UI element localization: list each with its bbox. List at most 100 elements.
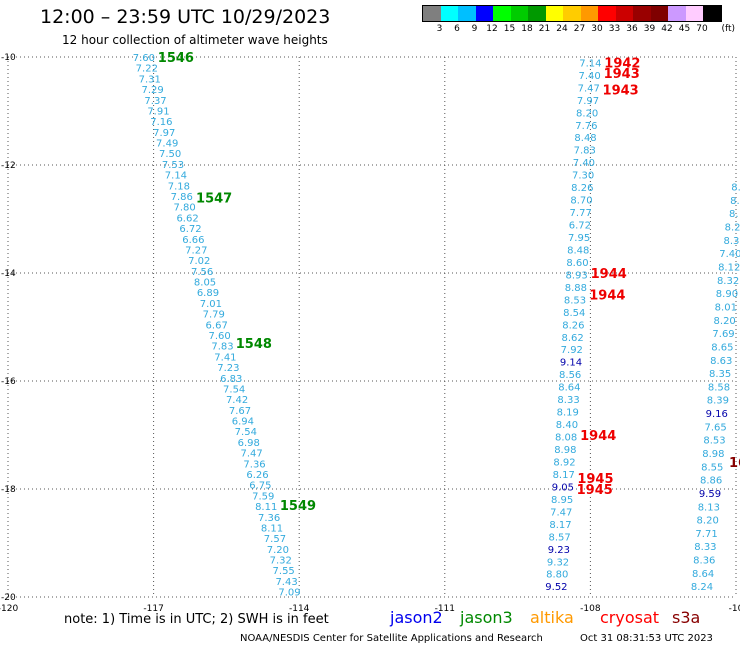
swh-value-label: 9.14 bbox=[560, 358, 582, 369]
swh-value-label: 8.90 bbox=[716, 289, 738, 300]
swh-value-label: 7.40 bbox=[578, 71, 600, 82]
swh-value-label: 6.72 bbox=[179, 224, 201, 235]
swh-value-label: 8.11 bbox=[261, 523, 283, 534]
swh-value-label: 7.77 bbox=[570, 208, 592, 219]
legend-s3a: s3a bbox=[672, 608, 701, 627]
swh-value-label: 7.40 bbox=[573, 158, 595, 169]
color-scale-label: 6 bbox=[454, 24, 460, 34]
swh-value-label: 7.22 bbox=[136, 64, 158, 75]
legend-jason2: jason2 bbox=[390, 608, 443, 627]
y-tick-label: -16 bbox=[1, 377, 16, 387]
swh-value-label: 7.43 bbox=[275, 577, 297, 588]
pass-time-label: 1944 bbox=[589, 289, 625, 304]
pass-time-label: 1548 bbox=[236, 337, 272, 352]
color-swatch bbox=[510, 6, 528, 21]
swh-value-label: 7.14 bbox=[165, 171, 187, 182]
swh-value-label: 6.94 bbox=[232, 417, 254, 428]
swh-value-label: 8.20 bbox=[576, 108, 598, 119]
y-tick-label: -20 bbox=[1, 593, 16, 603]
swh-value-label: 8.62 bbox=[561, 333, 583, 344]
swh-value-label: 7.37 bbox=[144, 96, 166, 107]
swh-value-label: 8.40 bbox=[556, 420, 578, 431]
color-swatch bbox=[598, 6, 616, 21]
x-tick-label: -120 bbox=[0, 604, 18, 614]
color-swatch bbox=[475, 6, 493, 21]
swh-value-label: 7.67 bbox=[229, 406, 251, 417]
pass-time-label: 165 bbox=[729, 456, 740, 471]
footer-timestamp: Oct 31 08:31:53 UTC 2023 bbox=[580, 633, 713, 644]
color-scale-legend: 3 6 9 12 15 18 21 24 27 30 33 36 39 42 45 70 (ft) bbox=[422, 5, 735, 35]
swh-value-label: 8.54 bbox=[563, 308, 585, 319]
y-tick-label: -18 bbox=[1, 485, 16, 495]
swh-value-label: 8.55 bbox=[701, 462, 723, 473]
y-tick-label: -12 bbox=[1, 161, 16, 171]
color-scale-label: 33 bbox=[608, 24, 621, 34]
y-tick-label: -14 bbox=[1, 269, 16, 279]
swh-value-label: 8.95 bbox=[551, 495, 573, 506]
legend-altika: altika bbox=[530, 608, 574, 627]
swh-value-label: 8.56 bbox=[559, 370, 581, 381]
swh-value-label: 7.80 bbox=[174, 203, 196, 214]
swh-value-label: 8.11 bbox=[255, 502, 277, 513]
pass-time-label: 1942 bbox=[604, 56, 640, 71]
swh-value-label: 9.52 bbox=[545, 582, 567, 593]
color-swatch bbox=[458, 6, 476, 21]
swh-value-label: 7.56 bbox=[191, 267, 213, 278]
swh-value-label: 8.98 bbox=[702, 449, 724, 460]
swh-value-label: 8.58 bbox=[708, 382, 730, 393]
swh-value-label: 7.60 bbox=[208, 331, 230, 342]
color-scale-label: 36 bbox=[626, 24, 638, 34]
color-swatch bbox=[528, 6, 546, 21]
swh-value-label: 8.35 bbox=[709, 369, 731, 380]
color-swatch bbox=[668, 6, 686, 21]
swh-value-label: 8.19 bbox=[557, 408, 579, 419]
swh-value-label: 8.53 bbox=[703, 436, 725, 447]
color-swatch bbox=[685, 6, 703, 21]
pass-time-label: 1943 bbox=[603, 83, 639, 98]
swh-value-label: 7.30 bbox=[572, 171, 594, 182]
color-scale-label: 15 bbox=[503, 24, 516, 34]
color-scale-label: 12 bbox=[486, 24, 498, 34]
swh-value-label: 8.26 bbox=[562, 320, 584, 331]
swh-value-label: 8.26 bbox=[571, 183, 593, 194]
swh-value-label: 8.92 bbox=[553, 457, 575, 468]
swh-value-label: 7.42 bbox=[226, 395, 248, 406]
swh-value-label: 8.64 bbox=[692, 569, 714, 580]
swh-value-label: 8.13 bbox=[698, 502, 720, 513]
color-scale-label: 18 bbox=[521, 24, 533, 34]
swh-value-label: 6.83 bbox=[220, 374, 242, 385]
color-swatch bbox=[545, 6, 563, 21]
swh-value-label: 7.57 bbox=[264, 534, 286, 545]
swh-value-label: 7.14 bbox=[579, 58, 601, 69]
legend-cryosat: cryosat bbox=[600, 608, 660, 627]
swh-value-label: 7.97 bbox=[577, 96, 599, 107]
chart-subtitle: 12 hour collection of altimeter wave hei… bbox=[62, 33, 328, 47]
swh-value-label: 8.48 bbox=[574, 133, 596, 144]
swh-value-label: 8.32 bbox=[717, 276, 739, 287]
swh-value-label: 8.88 bbox=[565, 283, 587, 294]
swh-value-label: 8.17 bbox=[549, 520, 571, 531]
swh-value-label: 8.33 bbox=[557, 395, 579, 406]
swh-value-label: 7.83 bbox=[574, 146, 596, 157]
y-tick-label: -10 bbox=[1, 53, 16, 63]
pass-time-label: 1549 bbox=[280, 499, 316, 514]
color-scale-label: 3 bbox=[436, 24, 443, 34]
color-swatch bbox=[563, 6, 581, 21]
swh-value-label: 8.60 bbox=[566, 258, 588, 269]
pass-time-label: 1547 bbox=[196, 191, 232, 206]
swh-value-label: 7.53 bbox=[162, 160, 184, 171]
color-swatch bbox=[580, 6, 598, 21]
swh-value-label: 7.50 bbox=[159, 149, 181, 160]
swh-value-label: 8.53 bbox=[564, 295, 586, 306]
swh-value-label: 8.86 bbox=[700, 476, 722, 487]
swh-value-label: 7.47 bbox=[241, 449, 263, 460]
swh-value-label: 7.31 bbox=[139, 74, 161, 85]
color-swatch bbox=[493, 6, 511, 21]
x-tick-label: -108 bbox=[580, 604, 601, 614]
swh-value-label: 7.65 bbox=[704, 422, 726, 433]
swh-value-label: 7.09 bbox=[278, 588, 300, 599]
color-swatch bbox=[615, 6, 633, 21]
pass-time-label: 1944 bbox=[591, 267, 627, 282]
pass-time-label: 1945 bbox=[577, 483, 613, 498]
